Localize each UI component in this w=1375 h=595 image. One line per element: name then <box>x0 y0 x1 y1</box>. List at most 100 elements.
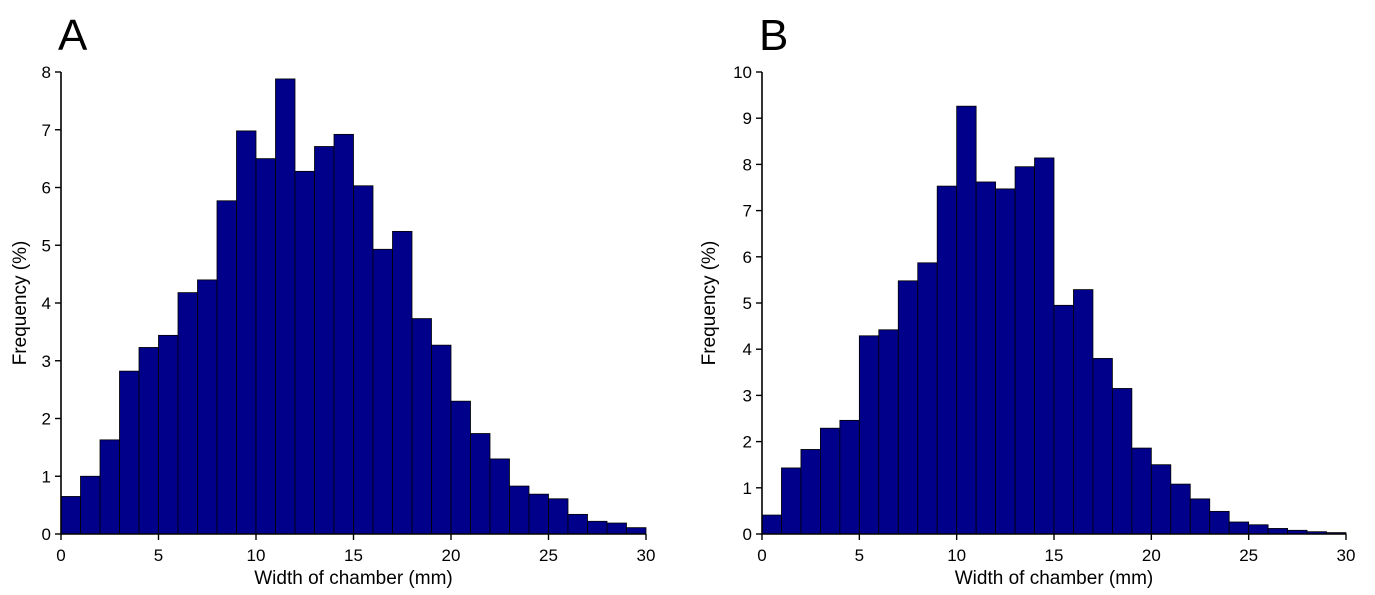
bar <box>626 527 647 535</box>
x-tick-label: 10 <box>247 546 266 565</box>
y-tick-label: 1 <box>743 479 752 498</box>
bar <box>60 496 81 535</box>
bar <box>119 370 140 535</box>
bar-series <box>761 105 1347 535</box>
y-axis-title: Frequency (%) <box>10 241 31 366</box>
bar <box>606 522 627 535</box>
bar <box>761 514 782 535</box>
y-tick-label: 4 <box>42 294 51 313</box>
bar <box>450 400 471 535</box>
bar <box>1073 289 1094 535</box>
x-axis-title: Width of chamber (mm) <box>955 568 1153 589</box>
bar <box>197 279 218 535</box>
y-tick-label: 8 <box>743 155 752 174</box>
bar <box>936 185 958 535</box>
bar <box>1209 510 1230 535</box>
y-tick-label: 0 <box>42 525 51 544</box>
y-tick-label: 8 <box>42 63 51 82</box>
x-tick-label: 20 <box>1142 546 1161 565</box>
x-axis-title: Width of chamber (mm) <box>254 568 452 589</box>
bar <box>489 458 510 535</box>
bar <box>255 158 276 535</box>
bar <box>1112 388 1133 535</box>
bar <box>528 493 549 535</box>
x-tick-label: 0 <box>757 546 766 565</box>
bar <box>1150 464 1172 535</box>
y-tick-label: 5 <box>743 294 752 313</box>
bar <box>236 130 257 535</box>
bar <box>177 292 198 535</box>
panel-label: A <box>58 11 88 60</box>
x-tick-label: 5 <box>154 546 163 565</box>
panel-label: B <box>759 11 788 60</box>
bar <box>1034 157 1055 535</box>
x-tick-label: 30 <box>637 546 656 565</box>
histogram-panel-a: A 0 5 10 15 20 25 30 0 1 2 3 4 5 6 7 8 Width of chamber (… <box>10 11 655 589</box>
bar <box>995 188 1016 535</box>
y-tick-label: 2 <box>743 433 752 452</box>
bar <box>1228 521 1250 535</box>
bar <box>509 485 530 535</box>
bar <box>470 433 491 535</box>
y-tick-label: 10 <box>733 63 752 82</box>
y-tick-label: 6 <box>42 179 51 198</box>
bar <box>216 200 237 535</box>
x-tick-label: 10 <box>947 546 966 565</box>
x-tick-label: 15 <box>1045 546 1064 565</box>
bar-series <box>60 78 647 535</box>
x-tick-label: 25 <box>1239 546 1258 565</box>
bar <box>138 347 159 535</box>
bar <box>431 344 452 535</box>
bar <box>80 475 101 535</box>
histogram-panel-b: B 0 5 10 15 20 25 30 0 1 2 3 4 5 6 7 8 9 10 Width of chambe… <box>699 11 1355 589</box>
x-tick-label: 0 <box>56 546 65 565</box>
bar <box>294 170 315 535</box>
x-tick-label: 20 <box>442 546 461 565</box>
bar <box>392 230 413 535</box>
bar <box>1170 483 1191 535</box>
bar <box>411 318 432 535</box>
y-tick-label: 6 <box>743 248 752 267</box>
bar <box>839 419 860 535</box>
bar <box>1053 304 1074 535</box>
bar <box>878 329 899 535</box>
y-tick-label: 7 <box>743 202 752 221</box>
y-tick-label: 2 <box>42 410 51 429</box>
bar <box>353 185 374 535</box>
bar <box>1014 166 1035 535</box>
bar <box>1248 524 1269 535</box>
bar <box>820 427 841 535</box>
x-tick-label: 5 <box>855 546 864 565</box>
bar <box>275 78 296 535</box>
y-tick-label: 7 <box>42 121 51 140</box>
y-tick-label: 5 <box>42 236 51 255</box>
y-tick-label: 4 <box>743 340 752 359</box>
y-tick-label: 3 <box>42 352 51 371</box>
bar <box>158 334 179 535</box>
bar <box>1131 447 1152 535</box>
bar <box>372 248 393 535</box>
bar <box>548 498 569 535</box>
x-tick-label: 30 <box>1337 546 1356 565</box>
bar <box>975 181 997 535</box>
bar <box>781 467 802 535</box>
y-tick-label: 0 <box>743 525 752 544</box>
bar <box>1267 528 1288 535</box>
bar <box>1189 498 1211 535</box>
bar <box>587 520 608 535</box>
y-tick-label: 1 <box>42 467 51 486</box>
y-tick-label: 3 <box>743 386 752 405</box>
bar <box>897 280 919 535</box>
bar <box>917 262 938 535</box>
x-tick-label: 25 <box>539 546 558 565</box>
y-tick-label: 9 <box>743 109 752 128</box>
bar <box>314 146 335 535</box>
bar <box>800 449 821 535</box>
bar <box>858 335 880 535</box>
bar <box>567 513 588 535</box>
bar <box>956 105 977 535</box>
y-axis-title: Frequency (%) <box>699 241 720 366</box>
bar <box>1092 358 1113 535</box>
x-tick-label: 15 <box>344 546 363 565</box>
